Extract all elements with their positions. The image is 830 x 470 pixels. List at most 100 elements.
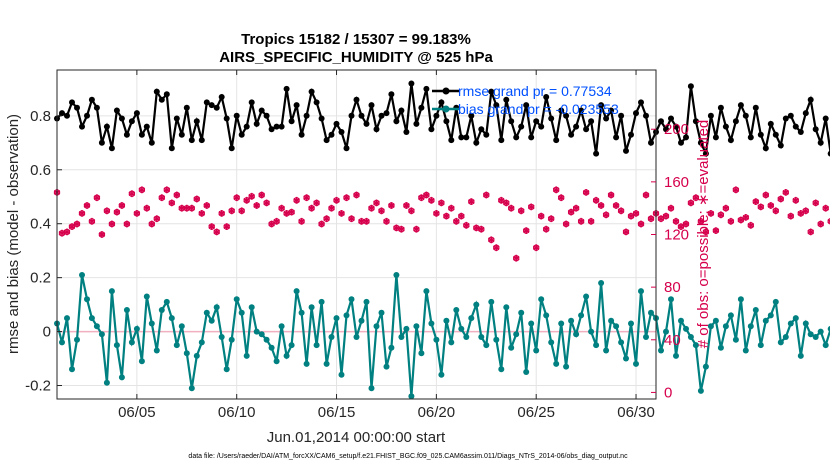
bias-point <box>138 358 145 365</box>
rmse-point <box>118 115 125 122</box>
rmse-point <box>543 94 550 100</box>
obs-evaluated-marker <box>203 202 211 209</box>
obs-evaluated-marker <box>103 207 111 215</box>
rmse-point <box>613 134 620 141</box>
rmse-point <box>722 123 729 130</box>
obs-evaluated-marker <box>368 204 375 212</box>
rmse-point <box>473 139 480 146</box>
bias-point <box>363 298 370 305</box>
bias-point <box>747 323 754 330</box>
rmse-point <box>158 96 165 103</box>
bias-point <box>458 325 465 332</box>
rmse-point <box>628 131 634 138</box>
bias-point <box>213 304 220 311</box>
bias-point <box>343 312 350 319</box>
obs-evaluated-marker <box>218 210 226 217</box>
bias-point <box>413 323 420 330</box>
obs-evaluated-marker <box>168 199 176 207</box>
rmse-point <box>443 118 450 125</box>
y-axis-label: rmse and bias (model - observation) <box>5 114 22 354</box>
bias-point <box>113 342 120 349</box>
rmse-point <box>643 112 649 119</box>
obs-evaluated-marker <box>328 204 335 212</box>
rmse-point <box>218 94 225 100</box>
rmse-point <box>478 126 485 133</box>
rmse-point <box>64 112 70 119</box>
bias-point <box>303 360 310 367</box>
obs-evaluated-marker <box>667 204 675 212</box>
obs-evaluated-marker <box>93 194 101 202</box>
rmse-point <box>59 110 65 117</box>
obs-evaluated-marker <box>453 217 460 225</box>
bias-point <box>483 342 490 349</box>
bias-point <box>827 325 830 332</box>
obs-evaluated-marker <box>78 210 86 217</box>
rmse-series <box>54 80 830 158</box>
obs-evaluated-marker <box>298 217 305 225</box>
obs-evaluated-marker <box>338 210 345 217</box>
bias-point <box>273 358 280 365</box>
bias-point <box>338 371 345 378</box>
obs-evaluated-marker <box>228 207 236 215</box>
y2-tick-label: 200 <box>664 121 689 138</box>
rmse-point <box>573 123 580 130</box>
obs-evaluated-marker <box>807 228 815 236</box>
rmse-point <box>388 91 395 98</box>
obs-evaluated-marker <box>163 186 171 194</box>
legend-bias-label: bias grand pr = -0.023553 <box>458 101 619 117</box>
bias-point <box>403 325 410 332</box>
obs-evaluated-marker <box>233 194 240 202</box>
rmse-point <box>98 139 105 146</box>
rmse-point <box>333 120 340 127</box>
obs-evaluated-marker <box>408 207 415 215</box>
bias-point <box>418 350 425 357</box>
obs-evaluated-marker <box>88 217 96 225</box>
obs-evaluated-marker <box>587 217 595 225</box>
obs-evaluated-marker <box>592 196 600 204</box>
bias-point <box>198 339 205 346</box>
rmse-point <box>498 137 505 144</box>
bias-point <box>663 328 669 335</box>
obs-evaluated-marker <box>208 223 216 230</box>
bias-point <box>243 352 250 359</box>
obs-evaluated-marker <box>158 194 166 202</box>
rmse-point <box>792 123 799 130</box>
y2-tick-label: 160 <box>664 174 689 191</box>
rmse-point <box>303 112 310 119</box>
bias-point <box>593 342 600 349</box>
rmse-point <box>378 112 385 119</box>
x-tick-label: 06/20 <box>418 404 456 421</box>
rmse-point <box>393 118 400 125</box>
obs-evaluated-marker <box>378 207 385 215</box>
rmse-point <box>618 112 625 119</box>
y2-tick-label: 40 <box>664 332 681 349</box>
obs-evaluated-marker <box>512 254 520 262</box>
rmse-point <box>468 112 475 119</box>
obs-evaluated-marker <box>213 228 221 236</box>
rmse-point <box>273 123 280 130</box>
rmse-point <box>583 126 590 133</box>
obs-evaluated-marker <box>817 220 825 228</box>
rmse-point <box>263 112 270 119</box>
rmse-point <box>348 112 355 119</box>
obs-evaluated-marker <box>133 210 141 217</box>
bias-point <box>707 323 714 330</box>
bias-point <box>328 334 335 340</box>
rmse-point <box>368 102 375 109</box>
obs-evaluated-marker <box>602 211 610 219</box>
rmse-point <box>588 118 595 125</box>
rmse-point <box>318 115 325 122</box>
bias-point <box>408 393 415 400</box>
legend: rmse grand pr = 0.77534 bias grand pr = … <box>432 83 619 117</box>
rmse-point <box>513 134 520 141</box>
obs-evaluated-marker <box>123 220 131 228</box>
rmse-point <box>363 120 370 127</box>
rmse-point <box>413 120 420 127</box>
rmse-point <box>123 131 130 138</box>
rmse-point <box>528 134 535 141</box>
rmse-point <box>523 102 530 109</box>
obs-evaluated-marker <box>647 215 655 223</box>
bias-point <box>678 317 684 324</box>
bias-point <box>508 344 515 351</box>
obs-evaluated-marker <box>268 220 275 228</box>
